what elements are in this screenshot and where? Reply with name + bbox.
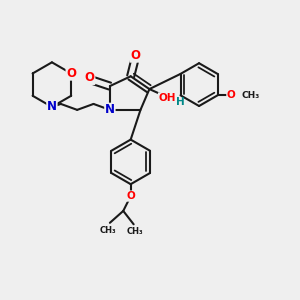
Text: N: N xyxy=(105,103,115,116)
Text: O: O xyxy=(126,191,135,201)
Text: O: O xyxy=(85,71,95,84)
Text: CH₃: CH₃ xyxy=(127,227,143,236)
Text: O: O xyxy=(130,49,140,62)
Text: H: H xyxy=(176,98,184,107)
Text: N: N xyxy=(47,100,57,113)
Text: O: O xyxy=(227,90,236,100)
Text: CH₃: CH₃ xyxy=(100,226,117,236)
Text: OH: OH xyxy=(158,93,176,103)
Text: O: O xyxy=(66,67,76,80)
Text: CH₃: CH₃ xyxy=(242,91,260,100)
